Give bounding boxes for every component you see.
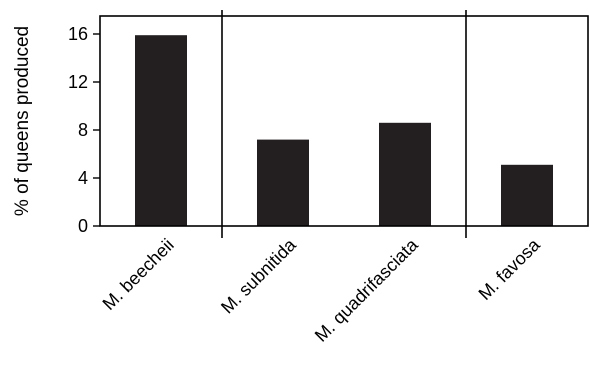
x-category-label-2: M. subnitida — [217, 234, 300, 317]
bar-3 — [379, 122, 431, 226]
axes-layer — [99, 15, 589, 227]
bar-2 — [257, 139, 309, 226]
y-axis-ticks: 0 4 8 12 16 — [68, 24, 100, 236]
y-axis-title: % of queens produced — [12, 26, 33, 216]
y-tick-label-16: 16 — [68, 24, 88, 44]
group-dividers — [221, 10, 467, 238]
bar-4 — [501, 164, 553, 226]
bars-layer — [135, 35, 553, 227]
x-category-label-1: M. beecheii — [99, 235, 178, 314]
y-tick-label-0: 0 — [78, 216, 88, 236]
y-tick-label-8: 8 — [78, 120, 88, 140]
x-category-label-3: M. quadrifasciata — [311, 234, 423, 346]
x-category-label-4: M. favosa — [475, 234, 545, 304]
y-tick-label-12: 12 — [68, 72, 88, 92]
x-axis-labels: M. beecheii M. subnitida M. quadrifasciata… — [99, 234, 545, 346]
plot-frame — [99, 15, 589, 227]
bar-1 — [135, 35, 187, 227]
y-tick-label-4: 4 — [78, 168, 88, 188]
